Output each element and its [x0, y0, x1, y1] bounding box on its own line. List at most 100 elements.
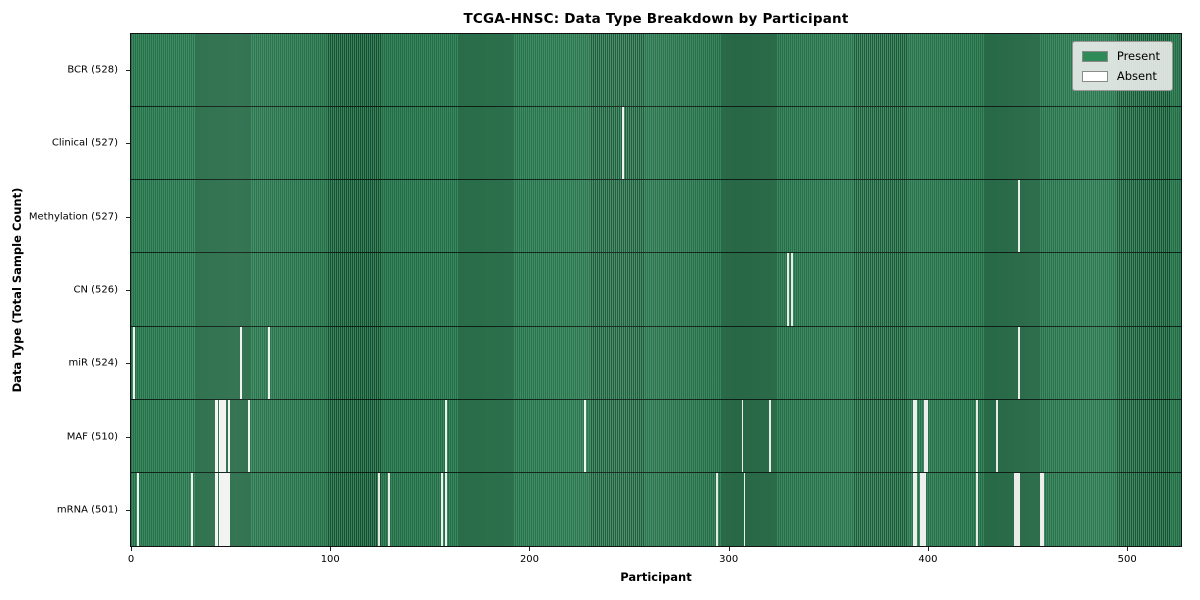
x-tick-label: 200	[519, 554, 540, 565]
legend-entry-absent: Absent	[1081, 69, 1160, 83]
heatmap-row	[131, 399, 1181, 473]
absent-gap	[218, 472, 221, 546]
absent-gap	[924, 399, 927, 472]
chart-title: TCGA-HNSC: Data Type Breakdown by Partic…	[463, 11, 849, 27]
y-tick-mark	[126, 69, 130, 71]
x-tick-label: 100	[320, 554, 340, 565]
x-tick-label: 0	[127, 554, 135, 565]
absent-gap	[222, 472, 225, 546]
y-tick-mark	[126, 363, 130, 365]
absent-gap	[228, 472, 231, 546]
x-tick-label: 300	[719, 554, 739, 565]
heatmap-row	[131, 180, 1181, 254]
absent-gap	[976, 472, 979, 546]
absent-gap	[920, 472, 923, 546]
absent-gap	[1015, 472, 1018, 546]
y-tick-mark	[126, 290, 130, 291]
absent-gap	[769, 399, 772, 472]
absent-gap	[1017, 180, 1020, 253]
heatmap-row	[131, 107, 1181, 181]
absent-gap	[216, 472, 219, 546]
x-tick-mark	[131, 547, 132, 551]
absent-gap	[240, 326, 243, 399]
absent-gap	[912, 472, 915, 546]
absent-gap	[787, 253, 790, 326]
absent-gap	[922, 472, 925, 546]
y-tick-label: Methylation (527)	[28, 211, 118, 223]
absent-gap	[248, 399, 251, 472]
absent-gap	[224, 399, 227, 472]
y-tick-label: Clinical (527)	[51, 137, 118, 149]
legend-label-absent: Absent	[1116, 69, 1157, 83]
y-tick-label: MAF (510)	[66, 431, 118, 443]
x-tick-label: 400	[918, 554, 938, 565]
absent-gap	[791, 253, 794, 326]
absent-gap	[996, 399, 999, 472]
absent-gap	[216, 399, 219, 472]
absent-gap	[214, 399, 217, 472]
absent-gap	[1017, 472, 1020, 546]
x-tick-mark	[330, 547, 332, 551]
absent-gap	[132, 326, 135, 399]
absent-gap	[387, 472, 390, 546]
absent-gap	[136, 472, 139, 546]
absent-gap	[226, 472, 229, 546]
x-tick-mark	[728, 547, 730, 551]
legend-swatch-absent	[1081, 70, 1108, 82]
absent-gap	[222, 399, 225, 472]
x-tick-mark	[927, 547, 929, 551]
absent-gap	[220, 472, 223, 546]
y-tick-label: CN (526)	[73, 284, 118, 296]
absent-gap	[976, 399, 979, 472]
y-tick-label: BCR (528)	[67, 64, 118, 76]
y-tick-label: mRNA (501)	[56, 504, 118, 516]
absent-gap	[218, 399, 221, 472]
absent-gap	[268, 326, 271, 399]
x-axis: 0 100 200 300 400 500	[127, 547, 1182, 573]
legend-swatch-present	[1081, 50, 1108, 62]
absent-gap	[441, 472, 444, 546]
absent-gap	[1039, 472, 1042, 546]
y-tick-mark	[126, 143, 130, 145]
absent-gap	[914, 399, 917, 472]
absent-gap	[224, 472, 227, 546]
absent-gap	[445, 472, 448, 546]
absent-gap	[190, 472, 193, 546]
absent-gap	[715, 472, 718, 546]
absent-gap	[743, 472, 746, 546]
legend-label-present: Present	[1116, 49, 1160, 63]
heatmap-canvas	[131, 34, 1181, 546]
absent-gap	[1017, 326, 1020, 399]
y-axis: BCR (528) Clinical (527) Methylation (527)…	[0, 33, 130, 547]
absent-gap	[1013, 472, 1016, 546]
heatmap-row	[131, 326, 1181, 400]
x-axis-title: Participant	[620, 570, 692, 584]
absent-gap	[914, 472, 917, 546]
heatmap-row	[131, 34, 1181, 108]
x-tick-mark	[1127, 547, 1129, 551]
legend-entry-present: Present	[1081, 49, 1160, 63]
absent-gap	[924, 472, 927, 546]
heatmap-row	[131, 472, 1181, 546]
legend: Present Absent	[1071, 41, 1173, 91]
absent-gap	[214, 472, 217, 546]
absent-gap	[926, 399, 929, 472]
plot-area: Present Absent	[130, 33, 1182, 547]
absent-gap	[220, 399, 223, 472]
absent-gap	[622, 107, 625, 180]
y-tick-label: miR (524)	[68, 357, 118, 369]
absent-gap	[228, 399, 231, 472]
absent-gap	[584, 399, 587, 472]
x-tick-mark	[529, 547, 531, 551]
absent-gap	[1041, 472, 1044, 546]
y-tick-mark	[126, 510, 130, 512]
y-tick-mark	[126, 216, 130, 218]
heatmap-row	[131, 253, 1181, 327]
absent-gap	[445, 399, 448, 472]
y-tick-mark	[126, 436, 130, 438]
absent-gap	[912, 399, 915, 472]
x-tick-label: 500	[1117, 554, 1137, 565]
absent-gap	[377, 472, 380, 546]
absent-gap	[741, 399, 744, 472]
